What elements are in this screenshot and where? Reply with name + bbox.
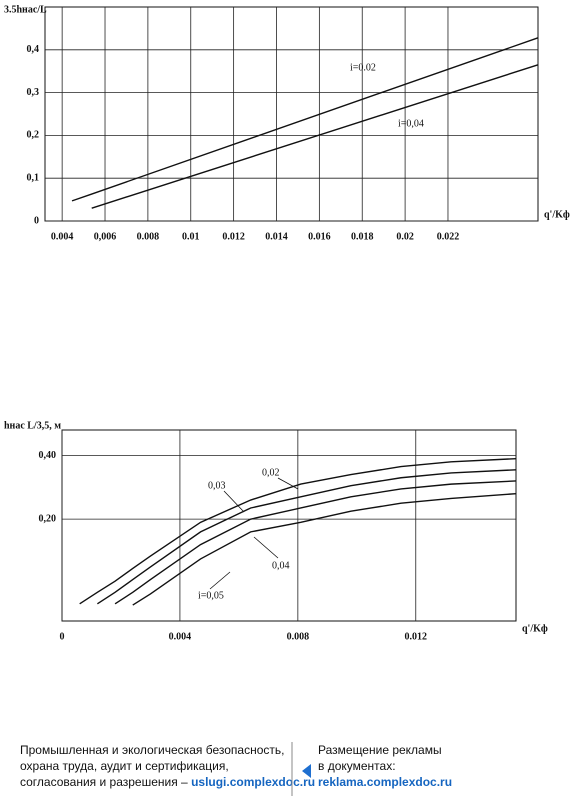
- y-tick-label: 0,20: [39, 513, 57, 524]
- footer-text: согласования и разрешения –: [20, 775, 191, 789]
- y-tick-label: 0,3: [27, 87, 40, 98]
- line-series: [79, 457, 517, 605]
- leader-line: [223, 490, 245, 513]
- leader-line: [209, 571, 231, 590]
- x-tick-label: 0.004: [169, 631, 192, 642]
- line-series: [96, 469, 517, 605]
- x-tick-label: 0.02: [396, 231, 414, 242]
- series-label: 0,02: [262, 467, 280, 478]
- x-tick-label: 0: [60, 631, 65, 642]
- plot-frame: [61, 429, 517, 622]
- x-tick-label: 0.01: [182, 231, 200, 242]
- series-label: i=0.02: [350, 62, 376, 73]
- line-series: [91, 64, 539, 209]
- x-tick-label: 0.004: [51, 231, 74, 242]
- series-label: i=0,05: [198, 590, 224, 601]
- x-tick-label: 0.012: [405, 631, 428, 642]
- x-tick-label: 0.016: [308, 231, 331, 242]
- leader-line: [253, 536, 279, 559]
- plot-frame: [44, 6, 539, 222]
- x-tick-label: 0.008: [287, 631, 310, 642]
- series-label: 0,04: [272, 560, 290, 571]
- footer-text: Размещение рекламы: [318, 743, 442, 757]
- x-tick-label: 0.008: [137, 231, 160, 242]
- footer-text: Промышленная и экологическая безопасност…: [20, 743, 284, 757]
- x-tick-label: 0.014: [265, 231, 288, 242]
- x-tick-label: 0.012: [222, 231, 245, 242]
- y-tick-label: 0: [34, 215, 39, 226]
- footer-text: в документах:: [318, 759, 396, 773]
- line-series: [132, 492, 517, 606]
- series-label: 0,03: [208, 480, 226, 491]
- y-tick-label: 0,1: [27, 172, 40, 183]
- x-tick-label: 0,006: [94, 231, 117, 242]
- x-tick-label: 0.018: [351, 231, 374, 242]
- leader-line: [277, 477, 299, 490]
- x-axis-label: q'/Kф: [544, 209, 570, 220]
- arrow-icon: [302, 764, 311, 778]
- footer: Промышленная и экологическая безопасност…: [20, 742, 452, 796]
- y-tick-label: 0,4: [27, 44, 40, 55]
- footer-text: охрана труда, аудит и сертификация,: [20, 759, 229, 773]
- y-axis-label: hнас L/3,5, м: [4, 420, 61, 431]
- series-label: i=0,04: [398, 118, 424, 129]
- x-tick-label: 0.022: [437, 231, 460, 242]
- line-series: [114, 480, 517, 605]
- footer-link[interactable]: reklama.complexdoc.ru: [318, 775, 452, 789]
- footer-text: согласования и разрешения – uslugi.compl…: [20, 775, 315, 789]
- y-axis-label: 3.5hнас/L: [4, 4, 47, 15]
- y-tick-label: 0,2: [27, 130, 40, 141]
- footer-link[interactable]: uslugi.complexdoc.ru: [191, 775, 315, 789]
- x-axis-label: q'/Kф: [522, 623, 548, 634]
- line-series: [71, 37, 539, 202]
- y-tick-label: 0,40: [39, 450, 57, 461]
